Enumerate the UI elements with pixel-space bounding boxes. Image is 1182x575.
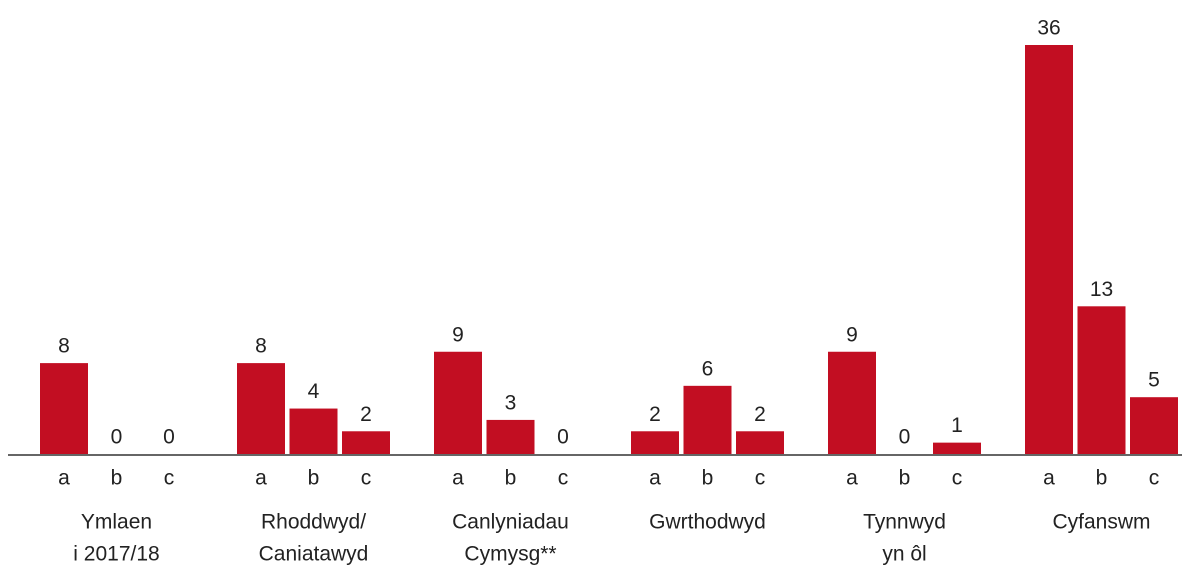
subcategory-label: a	[1043, 467, 1055, 490]
value-label: 9	[846, 323, 858, 346]
category-label: Canlyniadau	[452, 511, 569, 534]
subcategory-label: a	[649, 467, 661, 490]
subcategory-label: c	[558, 467, 569, 490]
subcategory-label: c	[1149, 467, 1160, 490]
value-label: 6	[702, 357, 714, 380]
subcategory-label: b	[899, 467, 911, 490]
value-label: 0	[557, 426, 569, 449]
value-label: 0	[899, 426, 911, 449]
category-label: Cyfanswm	[1052, 511, 1150, 534]
category-label: Cymysg**	[464, 543, 556, 566]
category-label: Rhoddwyd/	[261, 511, 366, 534]
value-label: 8	[255, 335, 267, 358]
bar	[1025, 45, 1073, 454]
value-label: 2	[754, 403, 766, 426]
value-label: 1	[951, 414, 963, 437]
category-label: Caniatawyd	[259, 543, 369, 566]
category-label: Gwrthodwyd	[649, 511, 766, 534]
bar	[1130, 397, 1178, 454]
category-label: Tynnwyd	[863, 511, 946, 534]
value-label: 0	[163, 426, 175, 449]
bar	[40, 363, 88, 454]
subcategory-label: c	[952, 467, 963, 490]
bar	[933, 442, 981, 454]
bar	[237, 363, 285, 454]
bar	[1077, 306, 1126, 454]
subcategory-label: c	[361, 467, 372, 490]
bar	[434, 351, 482, 454]
subcategory-label: b	[505, 467, 517, 490]
bar	[683, 385, 732, 454]
bar	[289, 408, 338, 454]
subcategory-label: b	[1096, 467, 1108, 490]
subcategory-label: c	[755, 467, 766, 490]
value-label: 4	[308, 380, 320, 403]
subcategory-label: a	[452, 467, 464, 490]
value-label: 0	[111, 426, 123, 449]
category-label: i 2017/18	[73, 543, 159, 566]
value-label: 5	[1148, 369, 1160, 392]
bar	[828, 351, 876, 454]
value-label: 13	[1090, 278, 1113, 301]
value-label: 9	[452, 323, 464, 346]
subcategory-label: b	[702, 467, 714, 490]
value-label: 36	[1037, 17, 1060, 40]
category-label: Ymlaen	[81, 511, 152, 534]
value-label: 8	[58, 335, 70, 358]
bar	[342, 431, 390, 454]
category-label: yn ôl	[882, 543, 926, 566]
subcategory-label: a	[846, 467, 858, 490]
bar	[736, 431, 784, 454]
subcategory-label: b	[111, 467, 123, 490]
value-label: 2	[649, 403, 661, 426]
value-label: 2	[360, 403, 372, 426]
bar	[631, 431, 679, 454]
subcategory-label: b	[308, 467, 320, 490]
subcategory-label: c	[164, 467, 175, 490]
subcategory-label: a	[58, 467, 70, 490]
subcategory-label: a	[255, 467, 267, 490]
value-label: 3	[505, 391, 517, 414]
bar	[486, 419, 535, 454]
